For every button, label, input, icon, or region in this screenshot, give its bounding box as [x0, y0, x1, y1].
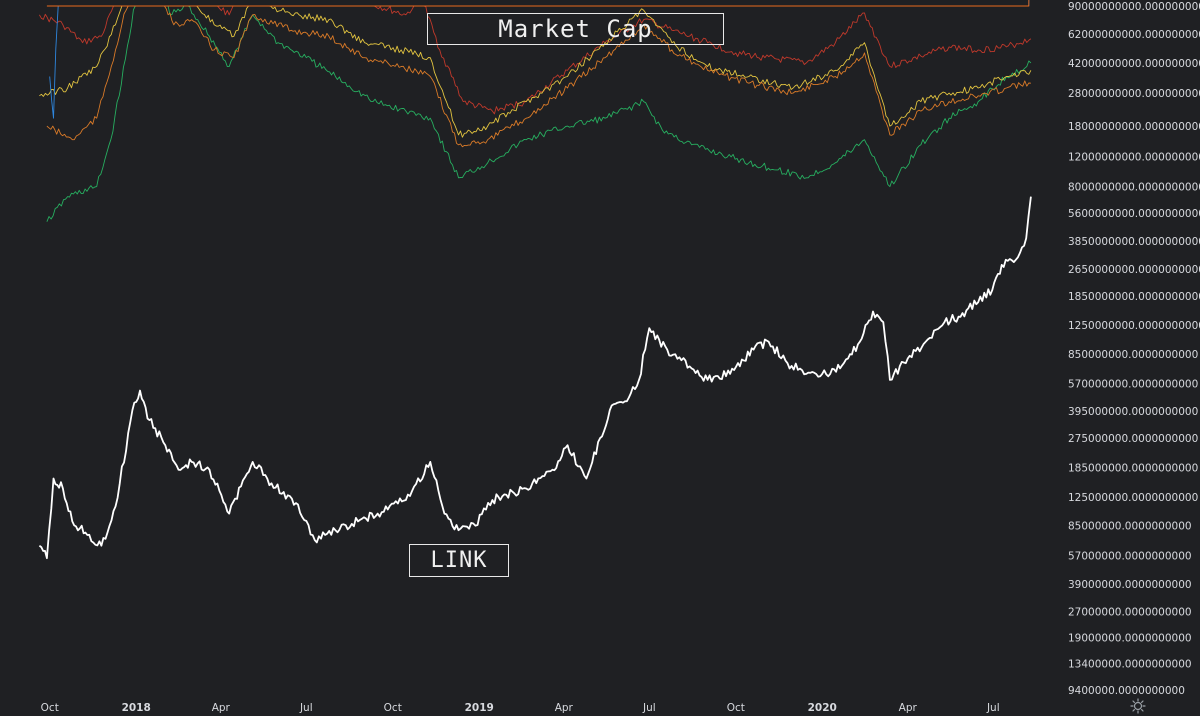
y-tick-label: 18000000000.0000000000	[1068, 121, 1200, 133]
x-tick-label: Apr	[899, 702, 918, 714]
y-tick-label: 85000000.0000000000	[1068, 521, 1192, 533]
x-axis: Oct 2018 Apr Jul Oct 2019 Apr Jul Oct 2020 Apr Jul	[41, 702, 1000, 714]
x-tick-label: Jul	[299, 702, 313, 714]
y-tick-label: 90000000000.0000000000	[1068, 1, 1200, 13]
y-tick-label: 62000000000.0000000000	[1068, 29, 1200, 41]
y-tick-label: 850000000.0000000000	[1068, 349, 1198, 361]
link-label: LINK	[409, 544, 509, 577]
x-tick-label: 2018	[122, 702, 151, 714]
series-line	[46, 5, 1032, 222]
x-tick-label: Oct	[384, 702, 402, 714]
y-tick-label: 2650000000.0000000000	[1068, 264, 1200, 276]
x-tick-label: 2020	[808, 702, 837, 714]
series-line	[39, 5, 1032, 138]
y-tick-label: 1850000000.0000000000	[1068, 291, 1200, 303]
y-tick-label: 8000000000.0000000000	[1068, 182, 1200, 194]
chart-title: Market Cap	[427, 13, 724, 45]
x-tick-label: Jul	[986, 702, 1000, 714]
x-tick-label: Apr	[555, 702, 574, 714]
y-tick-label: 185000000.0000000000	[1068, 463, 1198, 475]
y-tick-label: 19000000.0000000000	[1068, 632, 1192, 644]
y-tick-label: 9400000.0000000000	[1068, 685, 1185, 697]
settings-gear-icon[interactable]	[1130, 698, 1146, 714]
y-tick-label: 125000000.0000000000	[1068, 492, 1198, 504]
y-tick-label: 12000000000.0000000000	[1068, 151, 1200, 163]
series-line	[46, 5, 1031, 148]
y-axis: 90000000000.0000000000 62000000000.000000…	[1068, 1, 1200, 697]
y-tick-label: 570000000.0000000000	[1068, 379, 1198, 391]
y-tick-label: 3850000000.0000000000	[1068, 236, 1200, 248]
series-line	[46, 0, 1030, 7]
y-tick-label: 5600000000.0000000000	[1068, 208, 1200, 220]
y-tick-label: 395000000.0000000000	[1068, 406, 1198, 418]
x-tick-label: Oct	[41, 702, 59, 714]
y-tick-label: 57000000.0000000000	[1068, 551, 1192, 563]
y-tick-label: 13400000.0000000000	[1068, 659, 1192, 671]
x-tick-label: Jul	[642, 702, 656, 714]
link-series-line	[38, 196, 1032, 560]
y-tick-label: 42000000000.0000000000	[1068, 58, 1200, 70]
x-tick-label: Oct	[727, 702, 745, 714]
series-layer	[38, 0, 1032, 560]
x-tick-label: 2019	[465, 702, 494, 714]
y-tick-label: 27000000.0000000000	[1068, 606, 1192, 618]
x-tick-label: Apr	[212, 702, 231, 714]
y-tick-label: 275000000.0000000000	[1068, 433, 1198, 445]
y-tick-label: 39000000.0000000000	[1068, 579, 1192, 591]
y-tick-label: 1250000000.0000000000	[1068, 320, 1200, 332]
y-tick-label: 28000000000.0000000000	[1068, 88, 1200, 100]
